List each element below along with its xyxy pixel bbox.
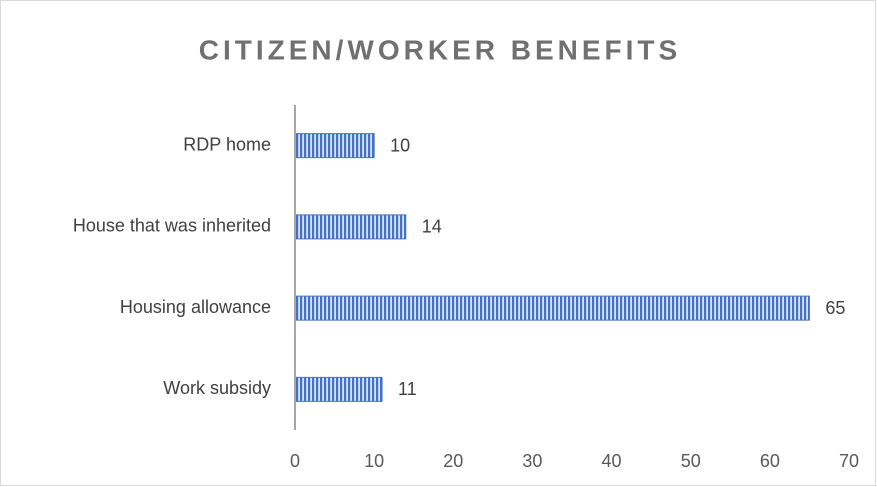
y-tick-label: House that was inherited [73,216,271,236]
x-tick-label: 0 [290,451,300,471]
x-tick-label: 50 [681,451,701,471]
chart-title: CITIZEN/WORKER BENEFITS [199,34,681,65]
y-tick-label: RDP home [183,134,271,154]
bar [294,214,407,240]
x-tick-label: 60 [760,451,780,471]
bar [294,295,810,321]
data-label: 11 [398,379,417,399]
data-label: 10 [390,135,410,155]
x-tick-label: 30 [522,451,542,471]
data-label: 65 [825,298,845,318]
data-label: 14 [422,217,442,237]
y-tick-label: Work subsidy [163,378,271,398]
y-tick-label: Housing allowance [120,297,271,317]
x-tick-label: 10 [364,451,384,471]
bar [294,376,383,402]
bar [294,133,375,159]
x-tick-label: 70 [839,451,859,471]
x-tick-label: 20 [443,451,463,471]
x-tick-label: 40 [602,451,622,471]
